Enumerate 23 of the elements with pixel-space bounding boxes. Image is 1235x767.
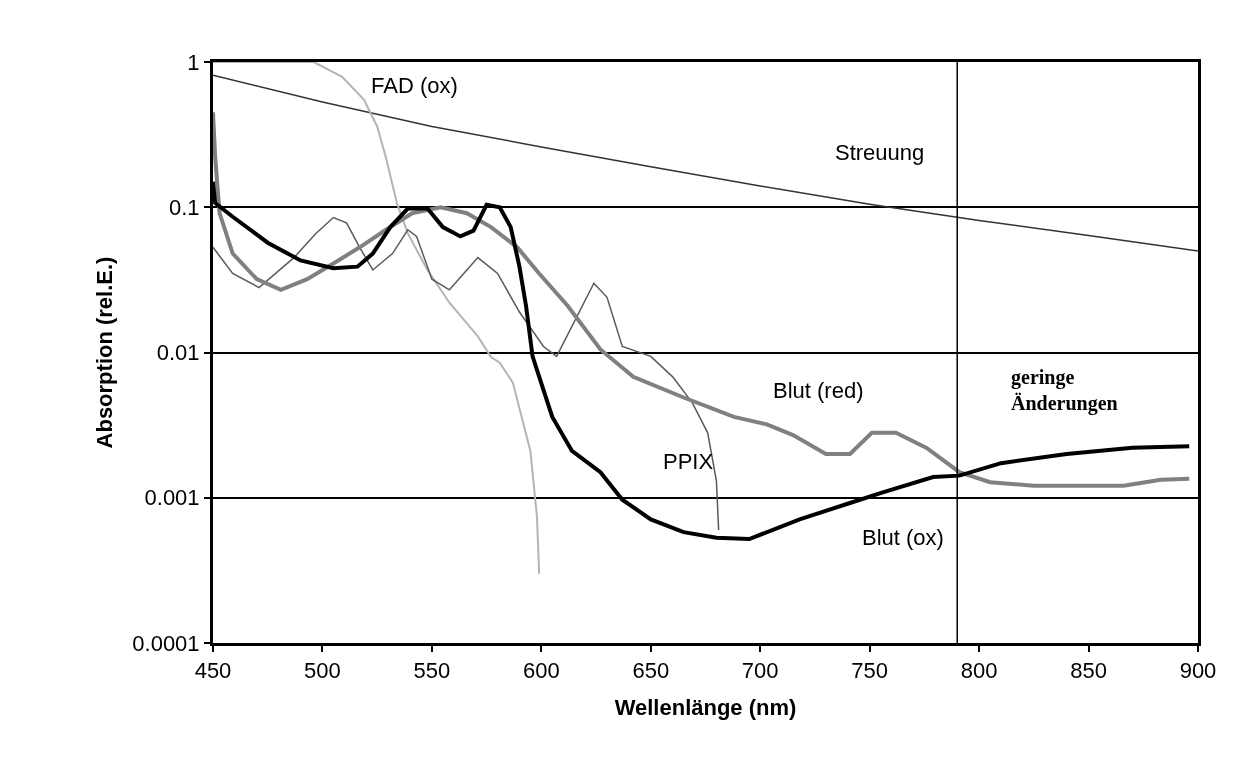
series-label: Blut (red)	[773, 378, 864, 403]
y-tick-label: 0.1	[169, 194, 200, 220]
series-label: Streuung	[835, 140, 925, 165]
x-tick-label: 550	[413, 658, 451, 684]
x-tick-label: 650	[632, 658, 670, 684]
y-tick-label: 0.001	[144, 485, 200, 511]
series-label: Blut (ox)	[862, 525, 944, 550]
x-tick-label: 500	[304, 658, 341, 684]
x-axis-title: Wellenlänge (nm)	[614, 695, 797, 721]
y-tick-label: 0.01	[156, 340, 200, 366]
x-tick-label: 800	[960, 658, 998, 684]
series-label: FAD (ox)	[371, 73, 458, 98]
x-tick-label: 450	[194, 658, 232, 684]
x-tick-label: 700	[741, 658, 779, 684]
x-tick-label: 750	[851, 658, 889, 684]
x-tick-label: 600	[522, 658, 560, 684]
y-tick-label: 0.0001	[132, 630, 200, 656]
x-tick-label: 850	[1070, 658, 1107, 684]
y-axis-title: Absorption (rel.E.)	[92, 256, 118, 449]
y-tick-label: 1	[187, 49, 200, 75]
annotation: geringe Änderungen	[1011, 366, 1118, 415]
x-tick-label: 900	[1179, 658, 1217, 684]
series-label: PPIX	[663, 449, 714, 474]
